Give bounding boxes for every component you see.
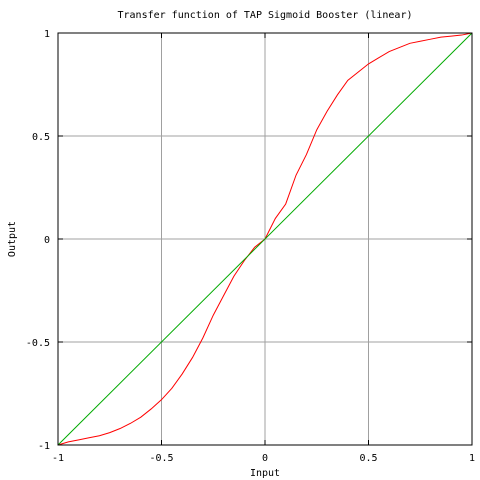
chart-title: Transfer function of TAP Sigmoid Booster…: [117, 10, 412, 21]
y-axis-label: Output: [7, 221, 18, 257]
axis-ticks: [57, 32, 473, 446]
x-tick-label: 0: [262, 453, 268, 464]
x-tick-label: -0.5: [149, 453, 173, 464]
y-tick-labels: -1 -0.5 0 0.5 1: [26, 29, 50, 452]
x-tick-labels: -1 -0.5 0 0.5 1: [52, 453, 475, 464]
x-tick-label: -1: [52, 453, 64, 464]
x-tick-label: 1: [469, 453, 475, 464]
identity-line: [57, 32, 473, 446]
y-tick-label: 1: [44, 29, 50, 40]
x-axis-label: Input: [250, 468, 280, 479]
y-tick-label: -0.5: [26, 338, 50, 349]
y-tick-label: 0.5: [32, 132, 50, 143]
x-tick-label: 0.5: [359, 453, 377, 464]
plot-series: [57, 32, 473, 446]
y-tick-label: 0: [44, 235, 50, 246]
y-tick-label: -1: [38, 441, 50, 452]
